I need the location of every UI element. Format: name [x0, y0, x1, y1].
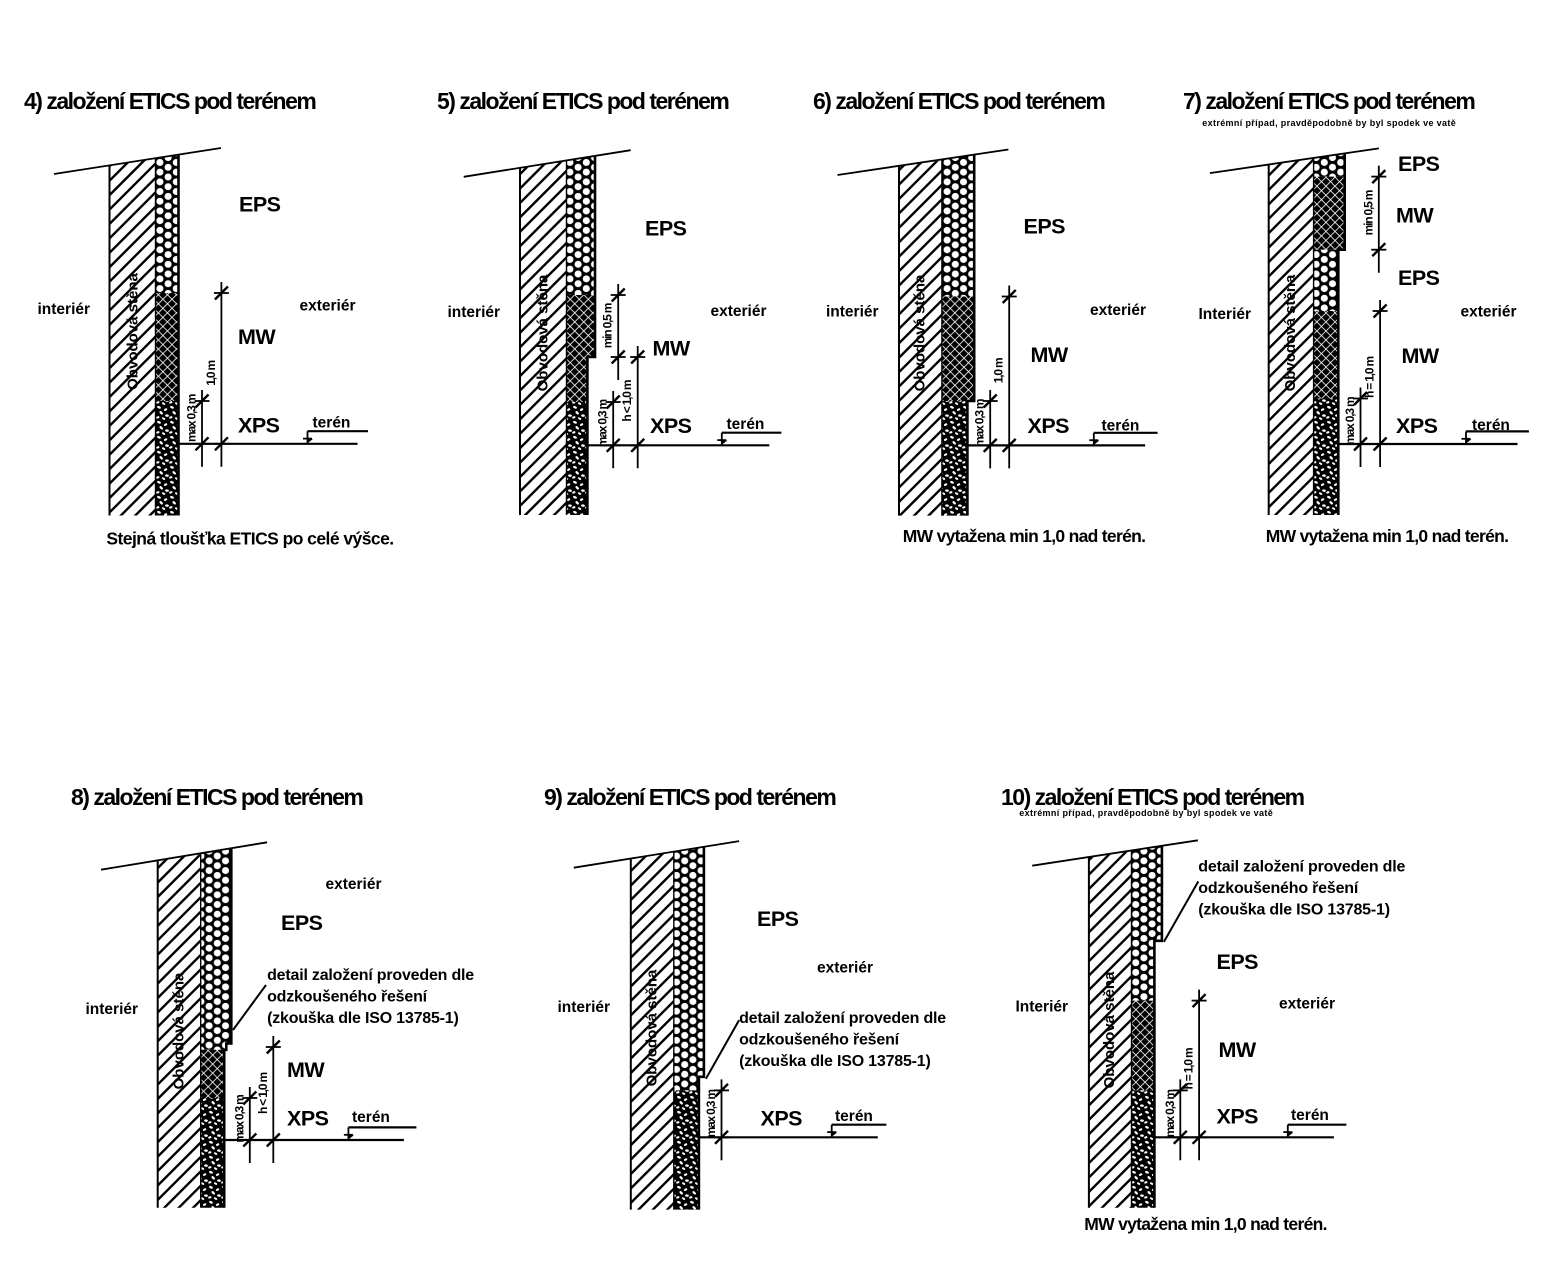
svg-text:Obvodová stěna: Obvodová stěna: [1101, 971, 1118, 1088]
svg-text:EPS: EPS: [757, 907, 799, 931]
svg-text:EPS: EPS: [1398, 152, 1440, 176]
svg-text:interiér: interiér: [86, 1001, 139, 1018]
svg-text:min 0,5 m: min 0,5 m: [601, 303, 615, 348]
svg-text:max 0,3 m: max 0,3 m: [596, 399, 610, 447]
svg-text:exteriér: exteriér: [326, 876, 382, 893]
svg-text:Obvodová stěna: Obvodová stěna: [125, 272, 142, 389]
svg-text:XPS: XPS: [1217, 1105, 1259, 1129]
svg-text:terén: terén: [727, 416, 765, 433]
svg-text:min 0,5 m: min 0,5 m: [1361, 190, 1375, 235]
svg-text:XPS: XPS: [287, 1107, 329, 1131]
svg-text:max 0,3 m: max 0,3 m: [704, 1090, 718, 1138]
svg-text:MW: MW: [1396, 204, 1434, 228]
svg-text:XPS: XPS: [761, 1107, 803, 1131]
svg-text:MW vytažena min 1,0 nad terén.: MW vytažena min 1,0 nad terén.: [1266, 526, 1509, 546]
svg-text:exteriér: exteriér: [711, 303, 767, 320]
svg-text:EPS: EPS: [281, 911, 323, 935]
svg-text:(zkouška dle ISO 13785-1): (zkouška dle ISO 13785-1): [267, 1010, 459, 1027]
svg-text:odzkoušeného řešení: odzkoušeného řešení: [267, 989, 428, 1006]
svg-text:terén: terén: [1472, 417, 1510, 434]
svg-text:MW: MW: [1219, 1038, 1257, 1062]
svg-text:MW: MW: [287, 1058, 325, 1082]
svg-text:exteriér: exteriér: [1090, 302, 1146, 319]
svg-text:Interiér: Interiér: [1016, 999, 1069, 1016]
svg-text:interiér: interiér: [826, 304, 879, 321]
svg-text:terén: terén: [835, 1108, 873, 1125]
svg-text:terén: terén: [1102, 418, 1140, 435]
svg-text:MW vytažena min 1,0 nad terén.: MW vytažena min 1,0 nad terén.: [1084, 1214, 1327, 1234]
svg-text:EPS: EPS: [1217, 950, 1259, 974]
svg-text:4) založení ETICS pod terénem: 4) založení ETICS pod terénem: [24, 88, 316, 114]
svg-text:Obvodová stěna: Obvodová stěna: [1282, 274, 1299, 391]
svg-text:(zkouška dle ISO 13785-1): (zkouška dle ISO 13785-1): [1198, 902, 1390, 919]
svg-text:6) založení ETICS pod terénem: 6) založení ETICS pod terénem: [813, 88, 1105, 114]
svg-text:EPS: EPS: [1398, 266, 1440, 290]
svg-text:MW: MW: [1402, 344, 1440, 368]
svg-text:interiér: interiér: [38, 301, 91, 318]
svg-text:terén: terén: [313, 415, 351, 432]
svg-text:MW: MW: [653, 337, 691, 361]
svg-text:max 0,3 m: max 0,3 m: [185, 394, 199, 442]
svg-text:detail založení proveden dle: detail založení proveden dle: [1198, 859, 1405, 876]
svg-text:7) založení ETICS pod terénem: 7) založení ETICS pod terénem: [1183, 88, 1475, 114]
svg-text:10) založení ETICS pod terénem: 10) založení ETICS pod terénem: [1001, 784, 1305, 810]
svg-text:max 0,3 m: max 0,3 m: [973, 399, 987, 447]
svg-text:Obvodová stěna: Obvodová stěna: [535, 274, 552, 391]
svg-text:odzkoušeného řešení: odzkoušeného řešení: [739, 1032, 900, 1049]
svg-text:8) založení ETICS pod terénem: 8) založení ETICS pod terénem: [71, 784, 363, 810]
svg-text:detail založení proveden dle: detail založení proveden dle: [739, 1010, 946, 1027]
svg-text:EPS: EPS: [239, 193, 281, 217]
svg-text:Interiér: Interiér: [1199, 306, 1252, 323]
svg-text:MW: MW: [1031, 343, 1069, 367]
svg-text:h = 1,0 m: h = 1,0 m: [1182, 1048, 1196, 1089]
svg-text:extrémní případ, pravděpodobně: extrémní případ, pravděpodobně by byl sp…: [1202, 118, 1456, 128]
svg-text:9) založení ETICS pod terénem: 9) založení ETICS pod terénem: [544, 784, 836, 810]
svg-text:interiér: interiér: [448, 304, 501, 321]
svg-text:Obvodová stěna: Obvodová stěna: [644, 969, 661, 1086]
svg-text:(zkouška dle ISO 13785-1): (zkouška dle ISO 13785-1): [739, 1053, 931, 1070]
svg-text:Obvodová stěna: Obvodová stěna: [171, 972, 188, 1089]
svg-text:XPS: XPS: [238, 414, 280, 438]
svg-text:exteriér: exteriér: [300, 298, 356, 315]
svg-text:terén: terén: [352, 1109, 390, 1126]
svg-text:interiér: interiér: [558, 999, 611, 1016]
svg-text:exteriér: exteriér: [1461, 304, 1517, 321]
svg-text:XPS: XPS: [1396, 414, 1438, 438]
svg-text:Stejná tloušťka ETICS po celé: Stejná tloušťka ETICS po celé výšce.: [106, 529, 393, 549]
svg-text:MW: MW: [238, 325, 276, 349]
svg-text:1,0 m: 1,0 m: [992, 358, 1006, 383]
svg-text:EPS: EPS: [645, 217, 687, 241]
svg-text:h < 1,0 m: h < 1,0 m: [620, 380, 634, 421]
svg-text:EPS: EPS: [1024, 215, 1066, 239]
svg-text:max 0,3 m: max 0,3 m: [232, 1095, 246, 1143]
svg-text:terén: terén: [1291, 1107, 1329, 1124]
svg-text:Obvodová stěna: Obvodová stěna: [912, 274, 929, 391]
svg-text:1,0 m: 1,0 m: [204, 361, 218, 386]
svg-text:h < 1,0 m: h < 1,0 m: [256, 1073, 270, 1114]
svg-text:odzkoušeného řešení: odzkoušeného řešení: [1198, 880, 1359, 897]
svg-text:XPS: XPS: [1028, 414, 1070, 438]
svg-text:exteriér: exteriér: [1279, 996, 1335, 1013]
svg-text:5) založení ETICS pod terénem: 5) založení ETICS pod terénem: [437, 88, 729, 114]
svg-text:max 0,3 m: max 0,3 m: [1343, 397, 1357, 445]
svg-text:detail založení proveden dle: detail založení proveden dle: [267, 967, 474, 984]
svg-text:extrémní případ, pravděpodobně: extrémní případ, pravděpodobně by byl sp…: [1019, 808, 1273, 818]
svg-text:MW vytažena min 1,0 nad terén.: MW vytažena min 1,0 nad terén.: [903, 526, 1146, 546]
svg-text:XPS: XPS: [650, 414, 692, 438]
svg-text:max 0,3 m: max 0,3 m: [1163, 1090, 1177, 1138]
svg-text:h = 1,0 m: h = 1,0 m: [1363, 357, 1377, 398]
svg-text:exteriér: exteriér: [817, 960, 873, 977]
